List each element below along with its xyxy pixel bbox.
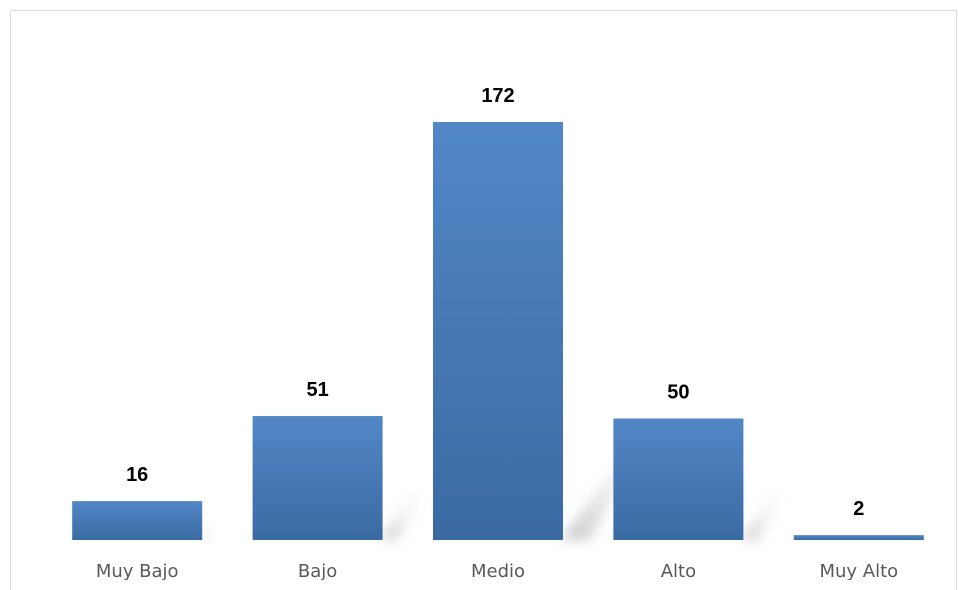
bar-muy-bajo bbox=[72, 501, 203, 540]
data-label-medio: 172 bbox=[481, 85, 514, 107]
bar-shadow-bajo bbox=[382, 484, 425, 540]
data-label-muy-alto: 2 bbox=[853, 498, 864, 520]
bar-shadow-muy-bajo bbox=[202, 522, 216, 540]
data-labels: 16 51 172 50 2 bbox=[126, 85, 864, 520]
data-label-bajo: 51 bbox=[306, 379, 328, 401]
x-tick-label-muy-bajo: Muy Bajo bbox=[96, 561, 179, 580]
bars bbox=[72, 122, 924, 540]
x-tick-label-alto: Alto bbox=[661, 561, 696, 580]
bar-muy-alto bbox=[793, 535, 924, 540]
x-tick-label-medio: Medio bbox=[471, 561, 525, 580]
x-tick-label-bajo: Bajo bbox=[298, 561, 337, 580]
bar-medio bbox=[433, 122, 563, 540]
x-tick-label-muy-alto: Muy Alto bbox=[819, 561, 898, 580]
bar-alto bbox=[613, 418, 744, 540]
data-label-muy-bajo: 16 bbox=[126, 464, 148, 486]
x-axis-tick-labels: Muy Bajo Bajo Medio Alto Muy Alto bbox=[96, 561, 898, 580]
bar-shadow-alto bbox=[743, 485, 785, 540]
bar-bajo bbox=[252, 416, 383, 540]
data-label-alto: 50 bbox=[667, 381, 689, 403]
